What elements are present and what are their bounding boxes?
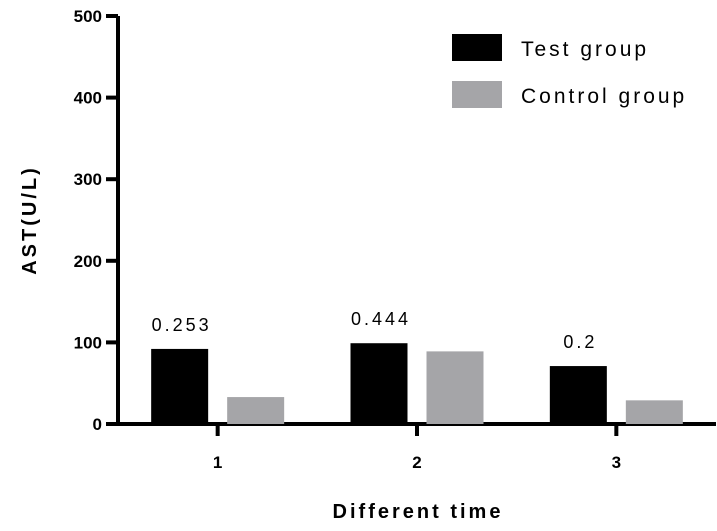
legend-label: Test group: [521, 38, 649, 61]
p-value-label: 0.2: [563, 332, 597, 352]
legend-swatch: [452, 34, 502, 61]
y-tick-label: 0: [93, 415, 102, 434]
p-value-annotations: 0.253 0.444 0.2: [152, 309, 597, 352]
y-tick-label: 400: [74, 89, 102, 108]
legend-swatch: [452, 81, 502, 108]
bar-test-group-1: [151, 348, 209, 424]
y-axis: 0 100 200 300 400 500: [74, 7, 120, 434]
y-axis-title: AST(U/L): [19, 165, 41, 275]
y-tick-label: 100: [74, 333, 102, 352]
bar-control-group-2: [426, 351, 484, 424]
bar-test-group-2: [350, 343, 408, 424]
bar-control-group-1: [227, 397, 285, 424]
x-axis: 1 2 3: [116, 422, 716, 472]
x-tick-label: 1: [213, 453, 222, 472]
bars: [151, 343, 683, 424]
y-tick-label: 500: [74, 7, 102, 26]
y-tick-label: 200: [74, 252, 102, 271]
x-tick-label: 2: [412, 453, 421, 472]
bar-control-group-3: [625, 400, 683, 424]
legend-label: Control group: [521, 85, 687, 108]
legend: Test group Control group: [452, 34, 687, 108]
y-tick-label: 300: [74, 170, 102, 189]
x-axis-title: Different time: [333, 501, 504, 523]
bar-test-group-3: [549, 366, 607, 424]
p-value-label: 0.253: [152, 315, 212, 335]
x-tick-label: 3: [612, 453, 621, 472]
p-value-label: 0.444: [351, 309, 411, 329]
